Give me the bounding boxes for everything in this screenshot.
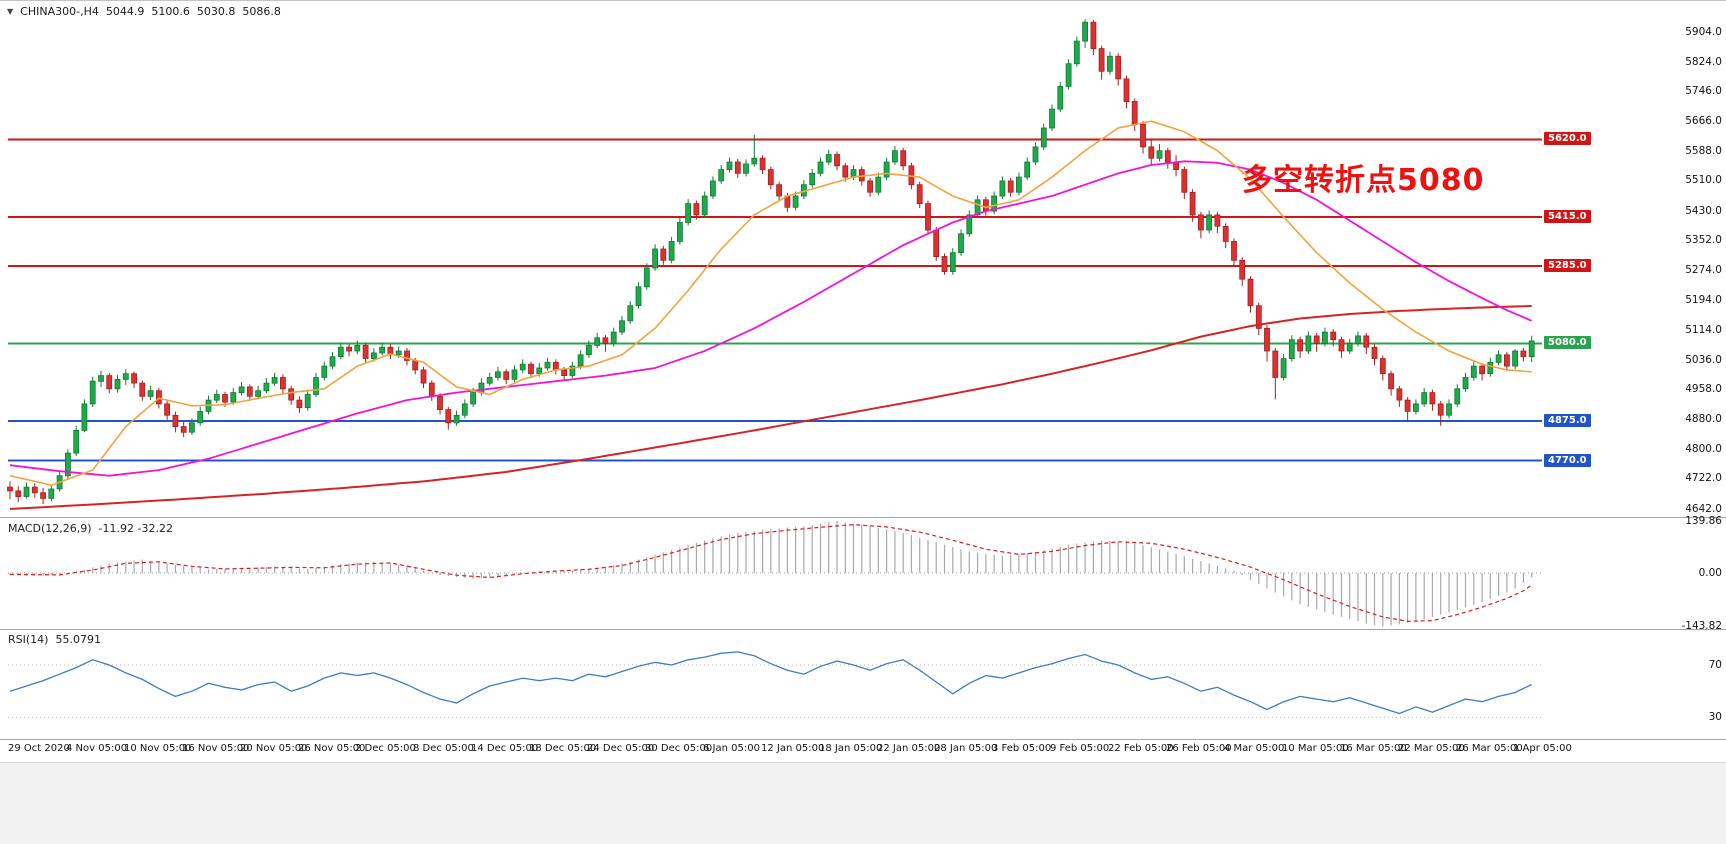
time-axis-label: 29 Oct 2020 [8,743,70,754]
level-price-tag[interactable]: 4875.0 [1544,414,1591,427]
price-axis-label: 5194.0 [1685,294,1722,306]
time-axis-label: 4 Nov 05:00 [66,743,128,754]
time-axis-label: 16 Nov 05:00 [182,743,250,754]
rsi-line [9,651,1532,715]
time-axis-label: 3 Feb 05:00 [992,743,1052,754]
time-axis-label: 20 Nov 05:00 [240,743,308,754]
macd-panel [8,521,1542,627]
price-axis-label: 5666.0 [1685,115,1722,127]
price-axis-label: 5824.0 [1685,56,1722,68]
panel-separators[interactable] [0,517,1726,740]
time-axis[interactable]: 29 Oct 2020 4 Nov 05:00 10 Nov 05:00 16 Nov… [0,740,1726,762]
window-background [0,762,1726,844]
time-axis-label: 14 Dec 05:00 [471,743,539,754]
price-axis-label: 5352.0 [1685,234,1722,246]
open-value: 5044.9 [105,5,145,18]
rsi-axis-label: 70 [1708,659,1722,671]
chart-header: ▼ CHINA300-,H4 5044.9 5100.6 5030.8 5086… [7,5,281,18]
time-axis-label: 26 Nov 05:00 [298,743,366,754]
ma-fast-line [9,120,1532,487]
ma-slow-line [9,305,1532,510]
time-axis-label: 12 Jan 05:00 [761,743,825,754]
macd-axis-label: 0.00 [1698,567,1722,579]
level-price-tag[interactable]: 5415.0 [1544,210,1591,223]
time-axis-label: 2 Dec 05:00 [355,743,416,754]
time-axis-label: 22 Jan 05:00 [877,743,941,754]
time-axis-label: 6 Jan 05:00 [703,743,760,754]
price-axis-label: 5430.0 [1685,205,1722,217]
moving-averages [9,120,1533,510]
price-axis-label: 5588.0 [1685,145,1722,157]
level-price-tag[interactable]: 5285.0 [1544,259,1591,272]
close-value: 5086.8 [242,5,281,18]
price-axis-label: 4880.0 [1685,413,1722,425]
time-axis-label: 30 Dec 05:00 [645,743,713,754]
rsi-panel [8,651,1542,718]
time-axis-label: 16 Mar 05:00 [1340,743,1407,754]
rsi-indicator-label: RSI(14) 55.0791 [8,633,101,646]
symbol-period-label: CHINA300-,H4 [20,5,99,18]
ma-mid-line [9,160,1533,477]
price-axis-label: 4642.0 [1685,503,1722,515]
price-axis-label: 5114.0 [1685,324,1722,336]
price-axis-label: 5510.0 [1685,174,1722,186]
level-price-tag[interactable]: 5080.0 [1544,336,1591,349]
time-axis-label: 10 Nov 05:00 [124,743,192,754]
price-axis-label: 4958.0 [1685,383,1722,395]
time-axis-label: 28 Jan 05:00 [934,743,998,754]
time-axis-label: 18 Jan 05:00 [819,743,883,754]
macd-name: MACD(12,26,9) [8,522,92,535]
horizontal-levels[interactable] [8,138,1542,462]
level-price-tag[interactable]: 5620.0 [1544,132,1591,145]
price-axis-label: 4800.0 [1685,443,1722,455]
time-axis-label: 18 Dec 05:00 [529,743,597,754]
macd-values: -11.92 -32.22 [98,522,173,535]
low-value: 5030.8 [196,5,236,18]
rsi-value: 55.0791 [55,633,101,646]
price-axis-label: 5904.0 [1685,26,1722,38]
time-axis-label: 26 Mar 05:00 [1456,743,1523,754]
time-axis-label: 26 Feb 05:00 [1166,743,1232,754]
macd-indicator-label: MACD(12,26,9) -11.92 -32.22 [8,522,173,535]
price-axis-label: 5274.0 [1685,264,1722,276]
price-axis-label: 5036.0 [1685,354,1722,366]
time-axis-label: 8 Dec 05:00 [413,743,474,754]
time-axis-label: 22 Mar 05:00 [1398,743,1465,754]
time-axis-label: 4 Mar 05:00 [1224,743,1285,754]
high-value: 5100.6 [151,5,190,18]
macd-axis-label: 139.86 [1685,515,1722,527]
macd-axis-label: -143.82 [1681,620,1722,633]
annotation-text: 多空转折点5080 [1242,163,1485,198]
macd-signal-line [10,524,1533,622]
price-axis-label: 5746.0 [1685,85,1722,97]
chevron-down-icon[interactable]: ▼ [7,7,14,16]
time-axis-label: 24 Dec 05:00 [587,743,655,754]
time-axis-label: 1 Apr 05:00 [1513,743,1572,754]
price-axis-label: 4722.0 [1685,472,1722,484]
level-price-tag[interactable]: 4770.0 [1544,454,1591,467]
time-axis-label: 22 Feb 05:00 [1108,743,1174,754]
price-axis[interactable]: 5904.0 5824.0 5746.0 5666.0 5588.0 5510.0 5430… [1672,1,1724,763]
rsi-axis-label: 30 [1708,711,1722,724]
rsi-name: RSI(14) [8,633,49,646]
time-axis-label: 10 Mar 05:00 [1282,743,1349,754]
candlesticks [7,19,1535,505]
time-axis-label: 9 Feb 05:00 [1050,743,1110,754]
